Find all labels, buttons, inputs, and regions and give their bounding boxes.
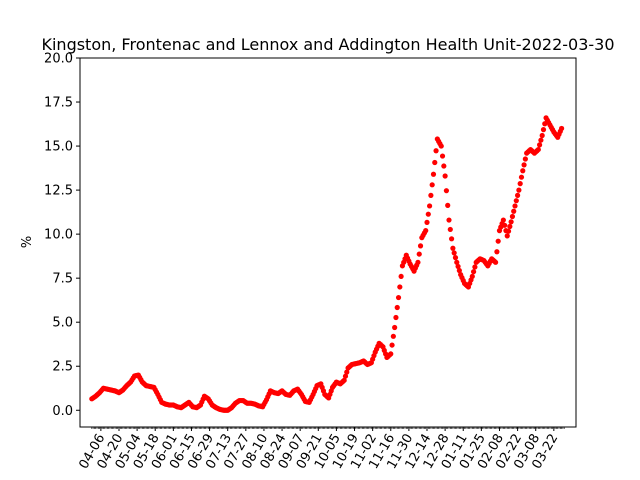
y-tick-label: 2.5: [52, 360, 73, 375]
x-axis-minor-ticks: [91, 427, 565, 429]
data-point: [456, 267, 462, 274]
data-point: [472, 264, 478, 270]
data-point: [433, 148, 439, 154]
data-point: [445, 202, 451, 208]
data-point: [392, 324, 398, 331]
data-point: [447, 226, 453, 233]
data-point: [537, 142, 543, 148]
data-point: [454, 259, 460, 265]
y-tick-label: 5.0: [52, 316, 73, 331]
y-tick-label: 7.5: [52, 272, 73, 287]
data-point: [540, 127, 547, 133]
data-point: [426, 203, 433, 209]
data-point: [430, 171, 437, 177]
data-point: [538, 137, 544, 143]
y-tick-label: 0.0: [52, 404, 73, 419]
data-point: [443, 188, 450, 194]
y-tick-label: 20.0: [44, 52, 73, 67]
data-point: [520, 168, 526, 174]
data-point: [518, 174, 525, 180]
data-point: [559, 125, 565, 132]
data-point: [455, 263, 461, 270]
data-point: [509, 213, 516, 220]
data-point: [397, 284, 403, 290]
data-point: [428, 192, 434, 198]
data-point: [495, 238, 501, 244]
data-point: [390, 333, 396, 339]
data-point: [415, 259, 421, 265]
chart-title: Kingston, Frontenac and Lennox and Addin…: [41, 35, 614, 54]
data-point: [492, 259, 499, 265]
data-point: [470, 269, 477, 275]
data-point: [516, 187, 522, 193]
data-point: [429, 182, 435, 188]
data-point: [416, 251, 422, 257]
data-point: [398, 273, 404, 280]
data-point: [344, 369, 350, 375]
data-point: [507, 223, 513, 230]
data-point: [446, 217, 452, 223]
data-point: [517, 181, 523, 187]
data-point: [341, 377, 347, 383]
x-axis: 04-0604-2005-0405-1806-0106-1506-2907-13…: [76, 427, 561, 472]
data-point: [393, 314, 399, 321]
data-point: [424, 219, 430, 225]
data-point: [442, 173, 448, 179]
data-series: [89, 115, 565, 413]
y-tick-label: 17.5: [44, 96, 73, 111]
data-point: [425, 211, 431, 217]
y-tick-label: 15.0: [44, 140, 73, 155]
data-point: [395, 294, 402, 301]
data-point: [494, 249, 500, 255]
data-point: [450, 245, 456, 251]
data-point: [512, 203, 518, 209]
data-point: [504, 233, 510, 239]
data-point: [469, 273, 475, 280]
data-point: [438, 143, 444, 149]
data-point: [439, 153, 446, 159]
data-point: [394, 304, 400, 311]
data-point: [423, 228, 429, 234]
data-point: [448, 236, 455, 242]
data-point: [441, 163, 447, 169]
data-point: [514, 192, 521, 198]
data-point: [511, 208, 517, 214]
y-tick-label: 12.5: [44, 184, 73, 199]
data-point: [451, 250, 457, 256]
data-point: [505, 228, 512, 234]
y-axis-label: %: [20, 236, 35, 248]
data-point: [522, 156, 528, 162]
y-axis: 0.0 2.5 5.0 7.5 10.0 12.5 15.0 17.5 20.0: [44, 52, 80, 419]
data-point: [452, 255, 459, 261]
data-point: [521, 162, 527, 168]
data-point: [513, 198, 519, 204]
data-point: [342, 373, 349, 379]
data-point: [500, 217, 506, 223]
data-point: [432, 159, 438, 166]
plot-frame: [79, 57, 577, 428]
data-point: [388, 351, 394, 357]
y-tick-label: 10.0: [44, 228, 73, 243]
plot-area: [79, 57, 577, 428]
data-point: [417, 243, 424, 249]
data-point: [539, 132, 545, 139]
data-point: [389, 342, 395, 348]
data-point: [502, 222, 508, 228]
data-point: [535, 146, 541, 153]
data-point: [508, 219, 514, 225]
